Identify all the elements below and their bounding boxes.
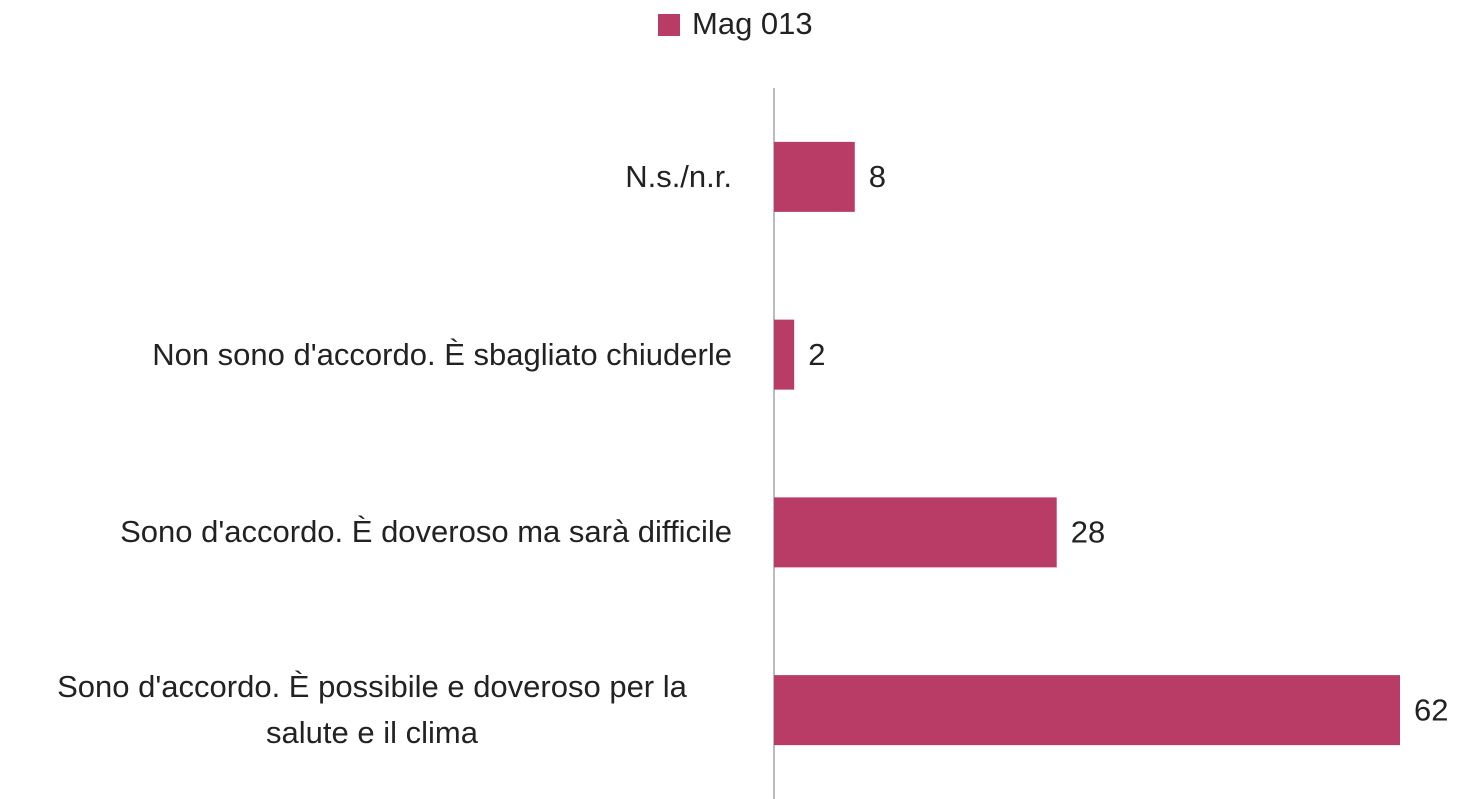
data-label: 8: [869, 159, 886, 194]
bar: [774, 319, 795, 390]
bar: [774, 141, 855, 212]
legend-label: Mag 013: [692, 6, 813, 41]
data-label: 2: [808, 337, 825, 372]
category-label: Sono d'accordo. È possibile e doveroso p…: [57, 669, 687, 751]
legend-swatch: [658, 14, 680, 36]
bar: [774, 675, 1400, 746]
category-label: Sono d'accordo. È doveroso ma sarà diffi…: [120, 514, 732, 550]
category-label-box: N.s./n.r.: [0, 117, 732, 237]
bar: [774, 497, 1057, 568]
data-label: 62: [1414, 692, 1448, 727]
data-label: 28: [1071, 515, 1105, 550]
category-label-box: Sono d'accordo. È possibile e doveroso p…: [0, 650, 732, 770]
category-label-box: Non sono d'accordo. È sbagliato chiuderl…: [0, 295, 732, 415]
category-label-box: Sono d'accordo. È doveroso ma sarà diffi…: [0, 472, 732, 592]
category-label: Non sono d'accordo. È sbagliato chiuderl…: [152, 336, 732, 372]
category-label: N.s./n.r.: [625, 158, 732, 194]
